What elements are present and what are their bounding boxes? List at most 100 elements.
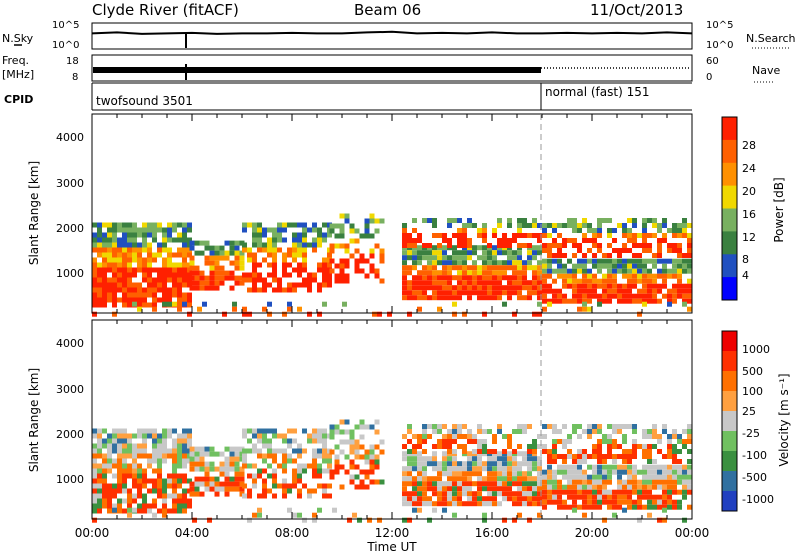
velocity-cell — [632, 464, 637, 470]
velocity-cell — [167, 453, 172, 459]
power-cell — [417, 260, 422, 266]
velocity-cell — [359, 469, 365, 475]
power-cell — [427, 275, 432, 281]
power-cell — [432, 250, 437, 256]
power-cell — [344, 263, 350, 269]
velocity-cell — [92, 498, 97, 504]
power-cell — [437, 243, 442, 248]
velocity-cell — [647, 474, 652, 480]
power-cell — [577, 293, 582, 299]
power-cell — [462, 228, 467, 233]
velocity-cell — [247, 428, 252, 434]
velocity-cell — [617, 499, 622, 505]
velocity-cell — [642, 454, 647, 459]
velocity-cell — [522, 491, 527, 497]
velocity-cell — [307, 433, 312, 439]
power-cell — [532, 250, 537, 256]
power-cell — [582, 223, 587, 228]
velocity-cell — [612, 424, 617, 429]
velocity-cell — [117, 483, 122, 489]
power-cell — [452, 250, 457, 256]
velocity-cell — [327, 458, 332, 464]
velocity-cell — [297, 473, 302, 479]
power-cell — [607, 233, 612, 238]
velocity-cell — [312, 438, 317, 444]
velocity-cell — [497, 451, 502, 457]
power-cell — [462, 280, 467, 286]
velocity-cell — [364, 454, 370, 460]
power-cell — [522, 275, 527, 281]
power-colorbar-swatch — [722, 254, 737, 278]
power-cell — [242, 242, 247, 248]
power-cell — [204, 285, 210, 291]
velocity-cell — [157, 488, 162, 494]
power-cell — [482, 311, 487, 317]
power-cell — [457, 218, 462, 223]
velocity-cell — [667, 454, 672, 459]
velocity-cell — [92, 468, 97, 474]
velocity-cell — [187, 503, 192, 509]
power-cell — [647, 273, 652, 279]
power-cell — [442, 275, 447, 281]
xtick-label-1200: 12:00 — [375, 526, 410, 540]
power-cell — [487, 243, 492, 248]
power-cell — [672, 248, 677, 253]
power-cell — [537, 265, 542, 271]
velocity-cell — [457, 496, 462, 502]
power-cell — [257, 227, 262, 233]
power-cell — [457, 250, 462, 256]
power-cell — [677, 278, 682, 284]
velocity-cell — [582, 469, 587, 475]
velocity-cell — [677, 439, 682, 444]
power-cell — [117, 282, 122, 288]
velocity-cell — [417, 466, 422, 472]
power-cell — [447, 275, 452, 281]
power-cell — [592, 263, 597, 269]
velocity-cell — [272, 478, 277, 484]
velocity-cell — [262, 488, 267, 494]
velocity-cell — [502, 476, 507, 482]
power-cell — [437, 285, 442, 291]
power-cell — [492, 275, 497, 281]
power-cell — [487, 295, 492, 301]
power-cell — [162, 247, 167, 253]
power-cell — [327, 232, 332, 238]
power-cell — [542, 233, 547, 238]
power-cell — [312, 222, 317, 228]
power-cell — [122, 287, 127, 293]
velocity-cell — [167, 473, 172, 479]
power-cell — [112, 237, 117, 243]
velocity-cell — [317, 463, 322, 469]
power-cell — [662, 218, 667, 223]
velocity-cell — [472, 456, 477, 462]
power-cell — [532, 280, 537, 286]
velocity-cell — [142, 478, 147, 484]
velocity-cell — [214, 491, 220, 497]
velocity-cell — [117, 468, 122, 474]
power-cell — [132, 272, 137, 278]
noise-panel-frame — [91, 22, 693, 50]
power-cell — [442, 255, 447, 261]
power-cell — [172, 237, 177, 243]
power-cell — [307, 227, 312, 233]
power-cell — [542, 283, 547, 289]
velocity-cell — [687, 459, 692, 464]
velocity-cell — [214, 451, 220, 457]
velocity-cell — [552, 479, 557, 485]
cpid-segment-1: twofsound 3501 — [96, 94, 193, 108]
power-cell — [182, 262, 187, 268]
power-cell — [467, 265, 472, 271]
velocity-cell — [452, 424, 457, 429]
power-cell — [92, 267, 97, 273]
velocity-cell — [307, 493, 312, 499]
power-cell — [172, 267, 177, 273]
power-cell — [132, 297, 137, 303]
velocity-cell — [427, 517, 432, 523]
power-cell — [214, 250, 220, 256]
power-cell — [344, 248, 350, 254]
power-cell — [622, 288, 627, 294]
velocity-cell — [522, 496, 527, 502]
velocity-cell — [582, 479, 587, 485]
power-cell — [187, 237, 192, 243]
velocity-cell — [172, 443, 177, 449]
